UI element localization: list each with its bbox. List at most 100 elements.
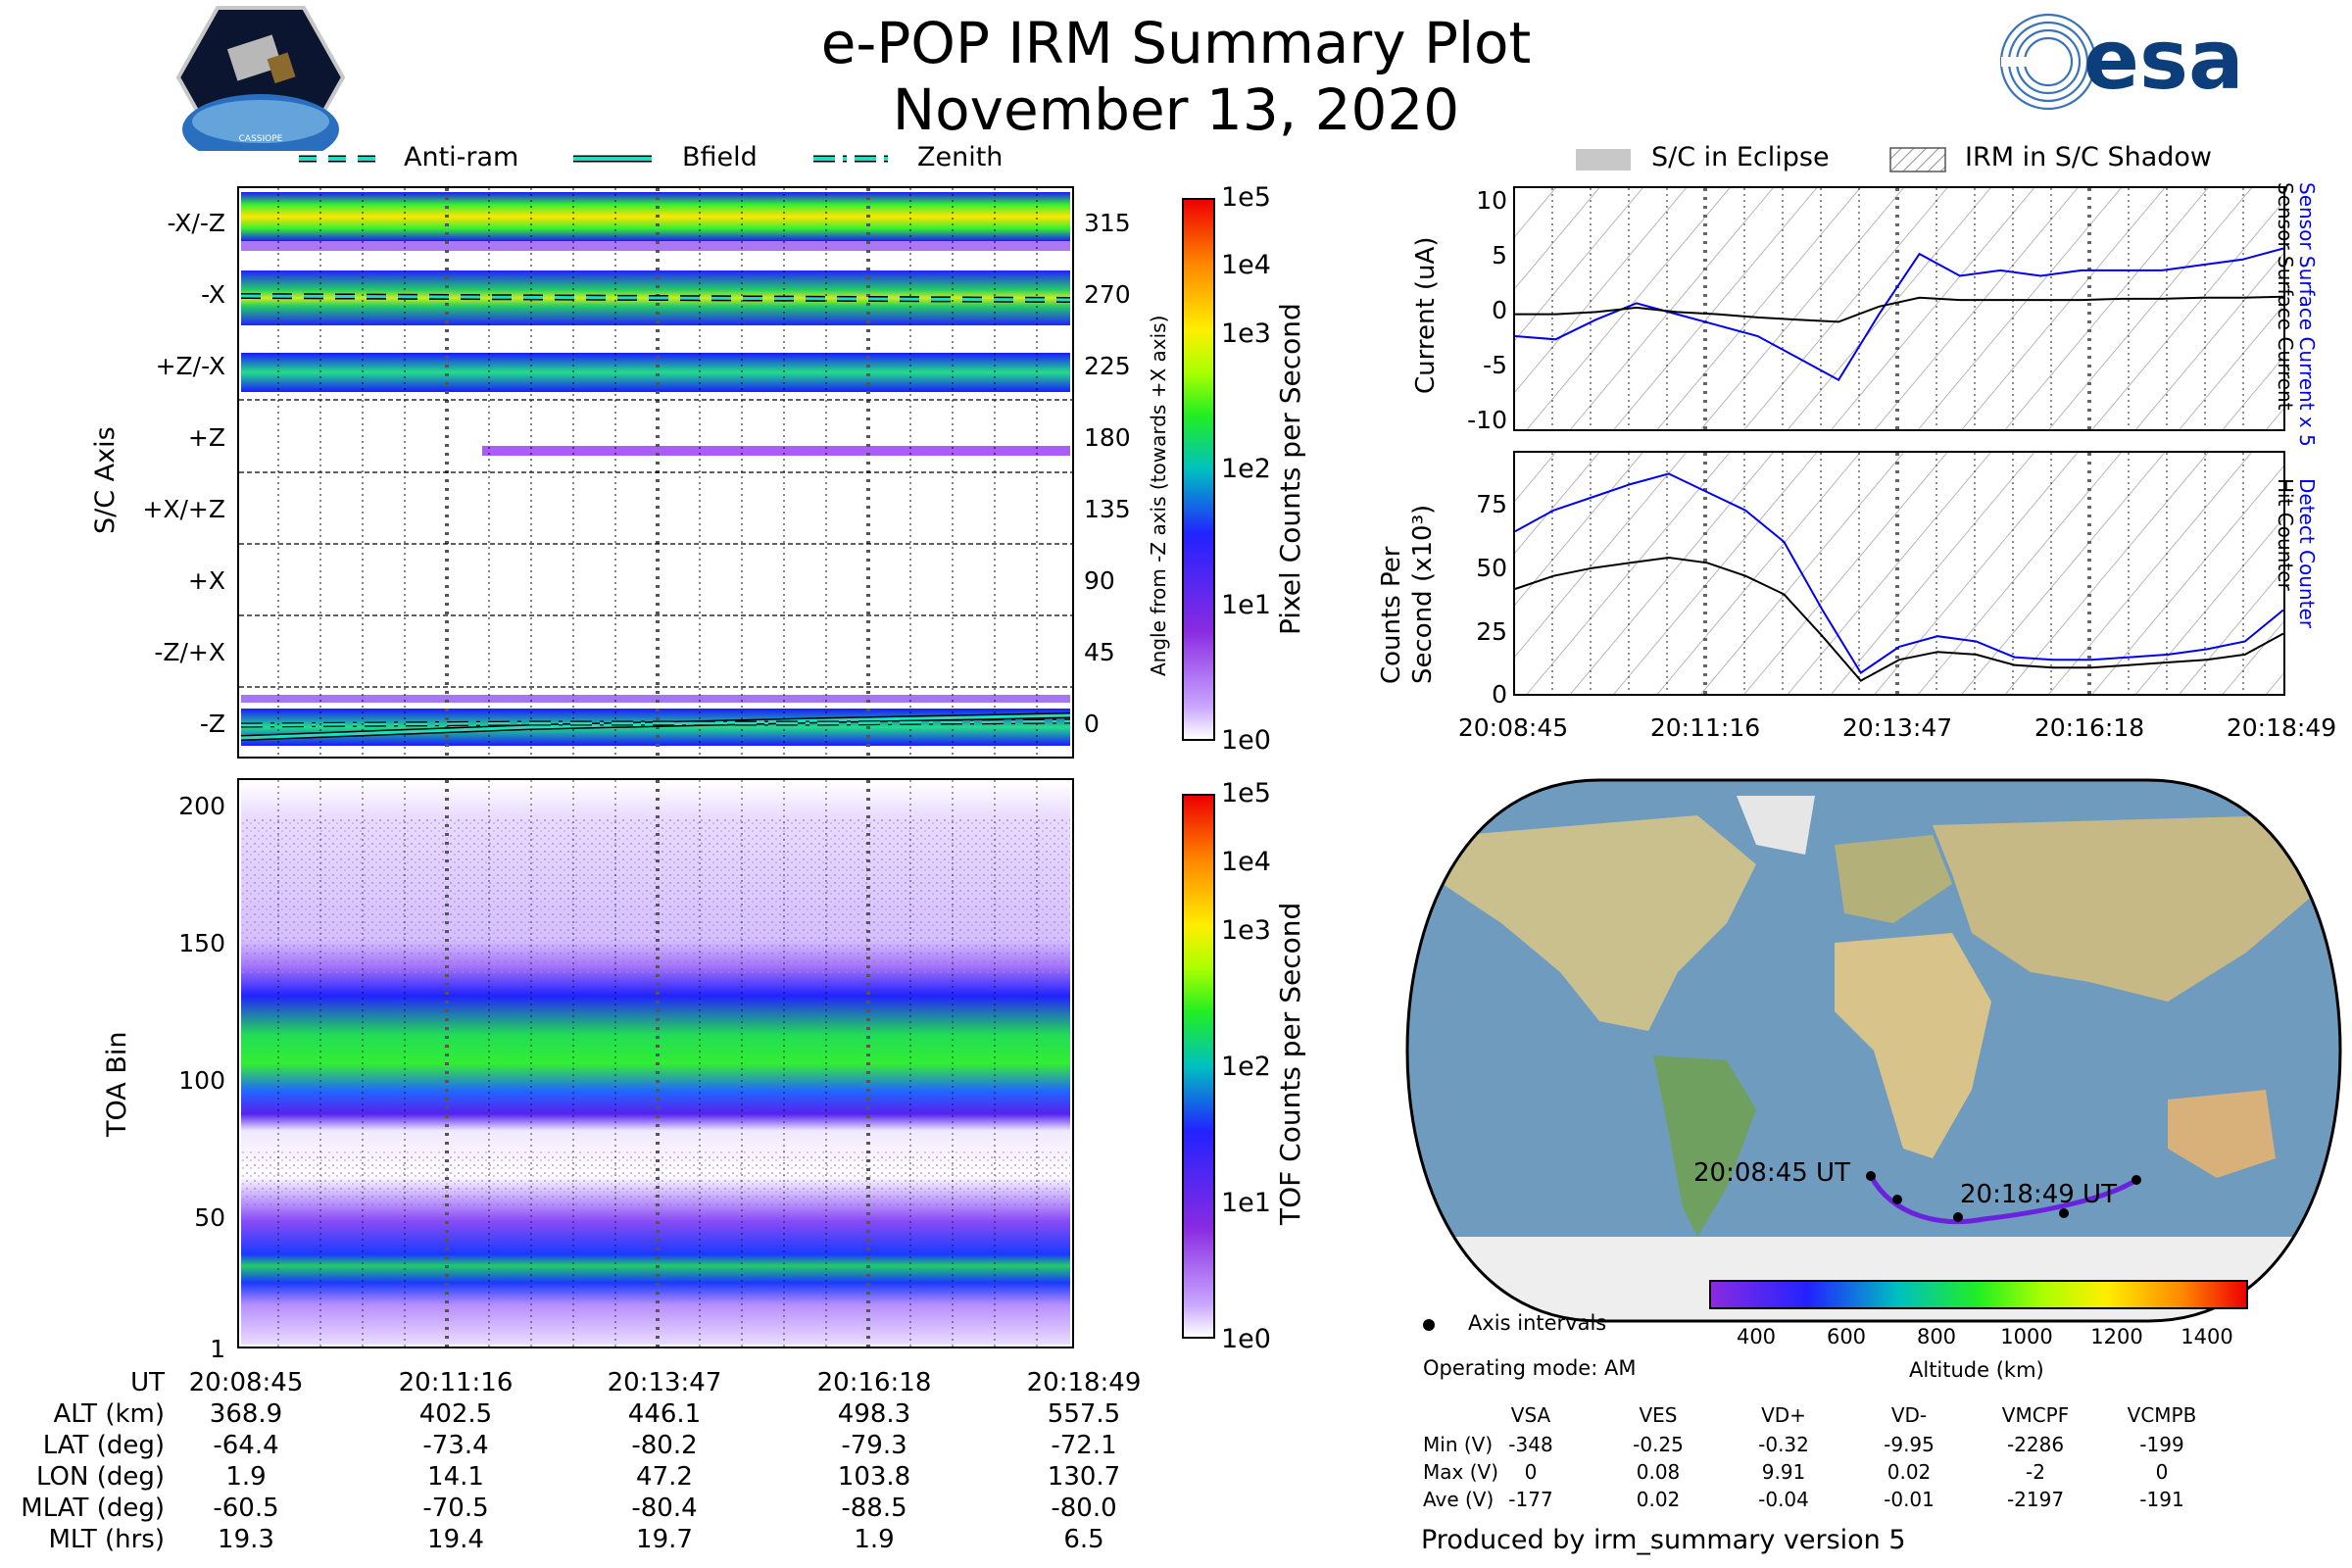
tick-label: 5 — [1492, 241, 1507, 270]
tick-label: 0 — [1492, 680, 1507, 709]
tick-label: 225 — [1084, 352, 1131, 380]
ephem-row-label: MLAT (deg) — [21, 1494, 165, 1523]
altitude-label: Altitude (km) — [1909, 1358, 2044, 1382]
page-subtitle-date: November 13, 2020 — [892, 76, 1460, 143]
colorbar-tick: 1e2 — [1221, 1052, 1271, 1082]
ephem-row-label: MLT (hrs) — [48, 1525, 166, 1554]
colorbar-tick: 1e5 — [1221, 778, 1271, 808]
ut-tick-label: 20:13:47 — [607, 1368, 722, 1397]
current-ylabel: Current (uA) — [1411, 236, 1441, 394]
altitude-tick: 1000 — [2000, 1325, 2053, 1348]
tick-label: 50 — [194, 1203, 225, 1232]
track-point — [2059, 1208, 2069, 1218]
voltage-cell: 0.02 — [1886, 1460, 1932, 1484]
ephem-cell: -73.4 — [422, 1431, 489, 1460]
ephem-row-label: ALT (km) — [53, 1399, 165, 1429]
ephem-cell: -64.4 — [213, 1431, 279, 1460]
ephem-cell: 402.5 — [418, 1399, 493, 1429]
ephem-cell: -80.2 — [631, 1431, 698, 1460]
ephem-cell: 14.1 — [427, 1462, 484, 1492]
voltage-cell: -191 — [2139, 1488, 2184, 1511]
tick-label: 135 — [1084, 495, 1131, 523]
voltage-cell: 0.08 — [1636, 1460, 1681, 1484]
ephem-cell: 557.5 — [1047, 1399, 1121, 1429]
colorbar-tick: 1e4 — [1221, 847, 1271, 877]
voltage-cell: -2 — [2026, 1460, 2045, 1484]
produced-by-footer: Produced by irm_summary version 5 — [1421, 1525, 1906, 1555]
tick-label: 90 — [1084, 566, 1115, 595]
track-point — [1953, 1212, 1963, 1222]
altitude-colorbar — [1709, 1280, 2248, 1309]
tick-label: -10 — [1467, 406, 1507, 434]
tick-label: 75 — [1476, 490, 1507, 518]
voltage-cell: -2286 — [2006, 1433, 2065, 1456]
tick-label: 270 — [1084, 280, 1131, 309]
tick-label: -X — [201, 280, 225, 309]
track-end-label: 20:18:49 UT — [1960, 1180, 2117, 1209]
cassiope-logo: CASSIOPE — [175, 6, 346, 151]
tick-label: 10 — [1476, 186, 1507, 215]
current-right-label-blue: Sensor Surface Current x 5 — [2295, 182, 2319, 447]
voltage-cell: -0.32 — [1758, 1433, 1809, 1456]
toa-ylabel: TOA Bin — [102, 1031, 132, 1137]
ephem-cell: 103.8 — [837, 1462, 911, 1492]
tick-label: 150 — [178, 929, 225, 957]
cassiope-logo-text: CASSIOPE — [239, 134, 283, 144]
ephem-cell: -72.1 — [1051, 1431, 1117, 1460]
tick-label: 200 — [178, 792, 225, 820]
tick-label: +Z/-X — [155, 352, 225, 380]
tick-label: 0 — [1084, 710, 1100, 738]
ephem-cell: -79.3 — [841, 1431, 907, 1460]
colorbar-tick: 1e0 — [1221, 725, 1271, 756]
voltage-header: VD- — [1890, 1403, 1928, 1427]
axis-intervals-marker — [1423, 1319, 1435, 1331]
axis-intervals-label: Axis intervals — [1468, 1311, 1607, 1335]
voltage-cell: 9.91 — [1761, 1460, 1806, 1484]
colorbar-tick: 1e3 — [1221, 318, 1271, 349]
voltage-cell: -0.04 — [1758, 1488, 1809, 1511]
voltage-cell: -9.95 — [1884, 1433, 1935, 1456]
voltage-row-label: Max (V) — [1423, 1460, 1498, 1484]
counts-right-label-blue: Detect Counter — [2295, 478, 2319, 628]
counts-panel — [1513, 451, 2285, 696]
ephem-cell: 6.5 — [1063, 1525, 1104, 1554]
ut-tick-label: 20:16:18 — [816, 1368, 932, 1397]
voltage-cell: -177 — [1508, 1488, 1553, 1511]
altitude-tick: 400 — [1736, 1325, 1777, 1348]
colorbar-tick: 1e4 — [1221, 250, 1271, 280]
tick-label: 20:16:18 — [2034, 713, 2145, 742]
legend-eclipse: S/C in Eclipse — [1651, 142, 1830, 172]
voltage-header: VSA — [1510, 1403, 1551, 1427]
current-panel — [1513, 186, 2285, 431]
series-line-detect-counter — [1514, 472, 2284, 675]
tick-label: 50 — [1476, 554, 1507, 582]
voltage-cell: 0 — [2155, 1460, 2169, 1484]
tick-label: 100 — [178, 1066, 225, 1095]
ephem-row-label: LAT (deg) — [42, 1431, 165, 1460]
colorbar-tick: 1e0 — [1221, 1324, 1271, 1354]
esa-logo: esa — [1999, 12, 2244, 111]
page-title: e-POP IRM Summary Plot — [820, 10, 1532, 76]
ut-tick-label: 20:18:49 — [1026, 1368, 1142, 1397]
ephem-cell: 19.7 — [636, 1525, 693, 1554]
track-point — [1866, 1171, 1876, 1181]
ephem-cell: -70.5 — [422, 1494, 489, 1523]
series-line-sensor-surface-current — [1515, 295, 2284, 323]
toa-spectrogram-panel — [237, 778, 1074, 1348]
voltage-cell: 0.02 — [1636, 1488, 1681, 1511]
altitude-tick: 1400 — [2180, 1325, 2233, 1348]
shadow-legend-swatch — [1889, 147, 1946, 172]
tick-label: 20:08:45 — [1457, 713, 1569, 742]
track-point — [2132, 1175, 2141, 1185]
tof-counts-colorbar — [1182, 794, 1215, 1339]
series-line-hit-counter — [1514, 556, 2284, 682]
ephem-cell: 368.9 — [209, 1399, 283, 1429]
world-map — [1405, 778, 2342, 1323]
ephem-cell: 1.9 — [854, 1525, 895, 1554]
tick-label: +X/+Z — [142, 495, 225, 523]
track-start-label: 20:08:45 UT — [1693, 1158, 1850, 1188]
tick-label: 0 — [1492, 296, 1507, 324]
pixel-counts-colorbar — [1182, 198, 1215, 741]
voltage-cell: -0.25 — [1633, 1433, 1684, 1456]
altitude-tick: 800 — [1916, 1325, 1957, 1348]
